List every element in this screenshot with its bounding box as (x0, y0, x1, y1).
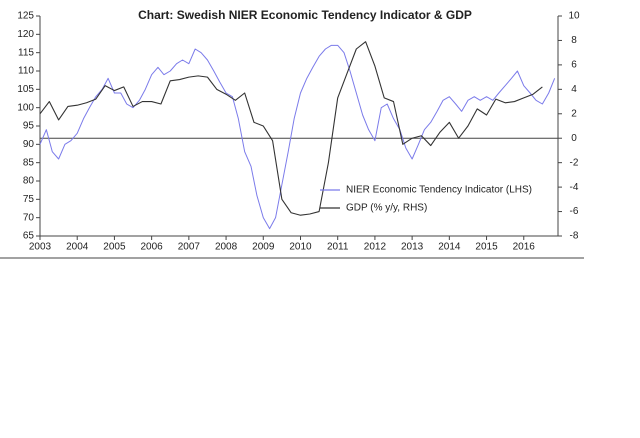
y-tick-label: 80 (23, 176, 35, 187)
x-tick-label: 2015 (475, 242, 498, 253)
y-tick-label: 125 (17, 11, 34, 22)
y2-tick-label: -4 (570, 182, 579, 193)
y2-tick-label: -6 (570, 206, 579, 217)
y2-tick-label: 2 (571, 108, 577, 119)
y2-tick-label: 0 (571, 133, 577, 144)
x-tick-label: 2012 (364, 242, 387, 253)
x-tick-label: 2003 (29, 242, 52, 253)
y-tick-label: 120 (17, 29, 34, 40)
x-tick-label: 2005 (103, 242, 126, 253)
y2-tick-label: -2 (570, 157, 579, 168)
x-tick-label: 2004 (66, 242, 89, 253)
y2-tick-label: 10 (568, 11, 580, 22)
x-tick-label: 2014 (438, 242, 461, 253)
legend-label: GDP (% y/y, RHS) (346, 203, 427, 214)
data-line (39, 41, 543, 216)
y-tick-label: 85 (23, 157, 35, 168)
y-tick-label: 65 (23, 231, 35, 242)
x-tick-label: 2013 (401, 242, 424, 253)
x-tick-label: 2009 (252, 242, 275, 253)
y2-tick-label: -8 (570, 231, 579, 242)
x-tick-label: 2006 (141, 242, 164, 253)
y-tick-label: 110 (18, 66, 34, 77)
y-tick-label: 95 (23, 121, 35, 132)
x-tick-label: 2011 (327, 242, 349, 253)
x-tick-label: 2010 (289, 242, 312, 253)
x-tick-label: 2008 (215, 242, 238, 253)
y-tick-label: 115 (18, 47, 34, 58)
y-tick-label: 105 (17, 84, 34, 95)
x-tick-label: 2016 (513, 242, 536, 253)
y-tick-label: 90 (23, 139, 35, 150)
y2-tick-label: 4 (571, 84, 577, 95)
legend-label: NIER Economic Tendency Indicator (LHS) (346, 185, 532, 196)
x-tick-label: 2007 (178, 242, 201, 253)
y-tick-label: 70 (23, 212, 35, 223)
chart-title: Chart: Swedish NIER Economic Tendency In… (138, 8, 472, 22)
data-line (39, 44, 556, 230)
y-tick-label: 100 (17, 102, 34, 113)
y2-tick-label: 6 (571, 60, 577, 71)
y-tick-label: 75 (23, 194, 35, 205)
y2-tick-label: 8 (571, 35, 577, 46)
